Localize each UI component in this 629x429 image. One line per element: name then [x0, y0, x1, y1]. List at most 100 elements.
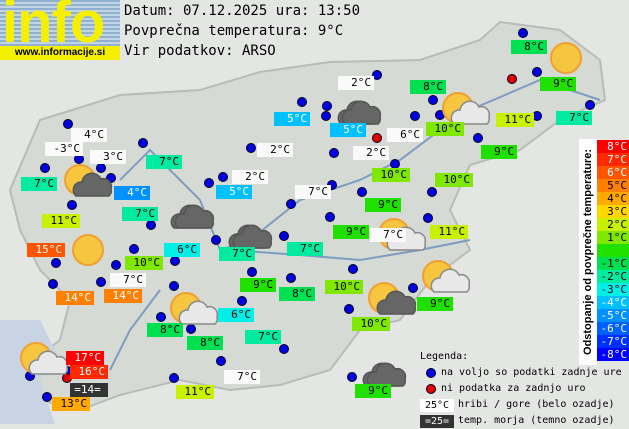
station-marker[interactable] — [218, 172, 228, 182]
station-temp-label[interactable]: 4°C — [71, 128, 107, 142]
station-marker[interactable] — [42, 392, 52, 402]
station-marker[interactable] — [347, 372, 357, 382]
station-marker[interactable] — [585, 100, 595, 110]
station-temp-label[interactable]: 15°C — [27, 243, 65, 257]
station-temp-label[interactable]: 9°C — [481, 145, 517, 159]
station-temp-label[interactable]: 2°C — [257, 143, 293, 157]
station-marker[interactable] — [321, 111, 331, 121]
station-temp-label[interactable]: 7°C — [224, 370, 260, 384]
station-temp-label[interactable]: 6°C — [387, 128, 423, 142]
station-marker[interactable] — [279, 231, 289, 241]
station-marker[interactable] — [286, 273, 296, 283]
station-marker[interactable] — [297, 97, 307, 107]
station-marker[interactable] — [204, 178, 214, 188]
station-marker[interactable] — [286, 199, 296, 209]
station-temp-label[interactable]: 4°C — [114, 186, 150, 200]
station-marker[interactable] — [357, 187, 367, 197]
station-marker[interactable] — [51, 258, 61, 268]
station-temp-label[interactable]: 7°C — [146, 155, 182, 169]
station-temp-label[interactable]: 9°C — [240, 278, 276, 292]
station-marker[interactable] — [169, 281, 179, 291]
station-temp-label[interactable]: 16°C — [70, 365, 108, 379]
station-temp-label[interactable]: 7°C — [122, 207, 158, 221]
station-marker[interactable] — [63, 119, 73, 129]
station-temp-label[interactable]: 7°C — [556, 111, 592, 125]
station-marker[interactable] — [344, 304, 354, 314]
station-temp-label[interactable]: 2°C — [338, 76, 374, 90]
station-temp-label[interactable]: 5°C — [330, 123, 366, 137]
station-marker[interactable] — [410, 111, 420, 121]
station-marker[interactable] — [473, 133, 483, 143]
station-temp-label[interactable]: 2°C — [353, 146, 389, 160]
station-temp-label[interactable]: 8°C — [279, 287, 315, 301]
station-temp-label[interactable]: 8°C — [187, 336, 223, 350]
station-marker[interactable] — [48, 279, 58, 289]
station-temp-label[interactable]: 11°C — [430, 225, 468, 239]
station-marker[interactable] — [146, 220, 156, 230]
station-temp-label[interactable]: 7°C — [295, 185, 331, 199]
station-temp-label[interactable]: 9°C — [355, 384, 391, 398]
station-temp-label[interactable]: 10°C — [426, 122, 464, 136]
station-temp-label[interactable]: 9°C — [333, 225, 369, 239]
station-temp-label[interactable]: 13°C — [52, 397, 90, 411]
station-marker[interactable] — [67, 200, 77, 210]
station-temp-label[interactable]: 7°C — [110, 273, 146, 287]
station-temp-label[interactable]: 9°C — [417, 297, 453, 311]
station-marker[interactable] — [325, 212, 335, 222]
station-temp-label[interactable]: 11°C — [42, 214, 80, 228]
station-marker[interactable] — [518, 28, 528, 38]
station-marker[interactable] — [532, 67, 542, 77]
station-marker[interactable] — [129, 244, 139, 254]
station-marker-unavailable[interactable] — [507, 74, 517, 84]
station-temp-label[interactable]: 7°C — [245, 330, 281, 344]
station-marker[interactable] — [170, 256, 180, 266]
station-temp-label[interactable]: 8°C — [511, 40, 547, 54]
station-temp-label[interactable]: 10°C — [325, 280, 363, 294]
station-marker[interactable] — [216, 356, 226, 366]
station-marker[interactable] — [279, 344, 289, 354]
station-marker[interactable] — [408, 283, 418, 293]
station-temp-label[interactable]: 9°C — [540, 77, 576, 91]
station-marker[interactable] — [348, 264, 358, 274]
station-marker-unavailable[interactable] — [372, 133, 382, 143]
station-marker[interactable] — [111, 260, 121, 270]
station-marker[interactable] — [246, 143, 256, 153]
station-temp-label[interactable]: 6°C — [164, 243, 200, 257]
station-temp-label[interactable]: 7°C — [21, 177, 57, 191]
station-marker[interactable] — [322, 101, 332, 111]
station-marker[interactable] — [329, 148, 339, 158]
station-marker[interactable] — [428, 95, 438, 105]
station-temp-label[interactable]: 11°C — [496, 113, 534, 127]
logo-url[interactable]: www.informacije.si — [0, 46, 120, 60]
station-temp-label[interactable]: 3°C — [90, 150, 126, 164]
station-marker[interactable] — [211, 235, 221, 245]
station-temp-label[interactable]: 8°C — [410, 80, 446, 94]
station-temp-label[interactable]: 8°C — [147, 323, 183, 337]
station-marker[interactable] — [169, 373, 179, 383]
station-marker[interactable] — [237, 296, 247, 306]
station-temp-label[interactable]: 7°C — [287, 242, 323, 256]
station-marker[interactable] — [96, 277, 106, 287]
station-temp-label[interactable]: 5°C — [216, 185, 252, 199]
station-marker[interactable] — [138, 138, 148, 148]
station-temp-label[interactable]: 14°C — [104, 289, 142, 303]
station-temp-label[interactable]: 10°C — [125, 256, 163, 270]
station-temp-label[interactable]: 17°C — [66, 351, 104, 365]
station-marker[interactable] — [423, 213, 433, 223]
station-marker[interactable] — [156, 312, 166, 322]
station-temp-label[interactable]: 11°C — [176, 385, 214, 399]
station-temp-label[interactable]: 10°C — [435, 173, 473, 187]
station-temp-label[interactable]: 7°C — [370, 228, 406, 242]
station-marker[interactable] — [427, 187, 437, 197]
station-marker[interactable] — [247, 267, 257, 277]
station-temp-label[interactable]: -3°C — [45, 142, 83, 156]
station-temp-label[interactable]: 6°C — [218, 308, 254, 322]
station-temp-label[interactable]: =14= — [70, 383, 108, 397]
station-temp-label[interactable]: 14°C — [56, 291, 94, 305]
station-temp-label[interactable]: 5°C — [274, 112, 310, 126]
station-temp-label[interactable]: 7°C — [219, 247, 255, 261]
station-marker[interactable] — [372, 70, 382, 80]
station-temp-label[interactable]: 10°C — [372, 168, 410, 182]
station-temp-label[interactable]: 2°C — [232, 170, 268, 184]
station-marker[interactable] — [40, 163, 50, 173]
